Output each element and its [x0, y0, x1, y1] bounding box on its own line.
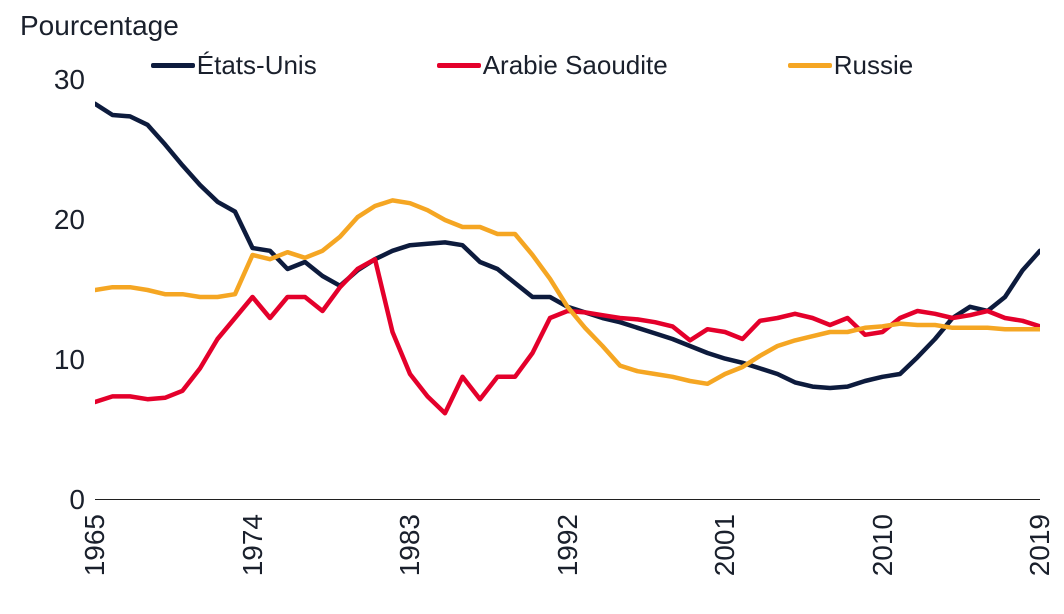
series-line-arabie-saoudite — [95, 259, 1040, 413]
y-axis-title: Pourcentage — [20, 10, 179, 42]
x-tick-label: 2010 — [867, 514, 899, 576]
series-line-etats-unis — [95, 104, 1040, 388]
legend-swatch — [151, 63, 195, 68]
x-tick-label: 2001 — [709, 514, 741, 576]
x-tick-label: 1983 — [394, 514, 426, 576]
legend-swatch — [788, 63, 832, 68]
chart-legend: États-Unis Arabie Saoudite Russie — [0, 50, 1064, 81]
legend-item: Arabie Saoudite — [437, 50, 668, 81]
line-chart: Pourcentage États-Unis Arabie Saoudite R… — [0, 0, 1064, 614]
x-tick-label: 1965 — [79, 514, 111, 576]
legend-item: Russie — [788, 50, 913, 81]
legend-swatch — [437, 63, 481, 68]
x-tick-label: 1974 — [237, 514, 269, 576]
legend-item: États-Unis — [151, 50, 317, 81]
y-tick-label: 10 — [25, 344, 85, 376]
y-tick-label: 0 — [25, 484, 85, 516]
legend-label: États-Unis — [197, 50, 317, 81]
legend-label: Arabie Saoudite — [483, 50, 668, 81]
x-tick-label: 2019 — [1024, 514, 1056, 576]
plot-area — [95, 80, 1040, 500]
legend-label: Russie — [834, 50, 913, 81]
y-tick-label: 30 — [25, 64, 85, 96]
x-tick-label: 1992 — [552, 514, 584, 576]
y-tick-label: 20 — [25, 204, 85, 236]
series-line-russie — [95, 200, 1040, 383]
